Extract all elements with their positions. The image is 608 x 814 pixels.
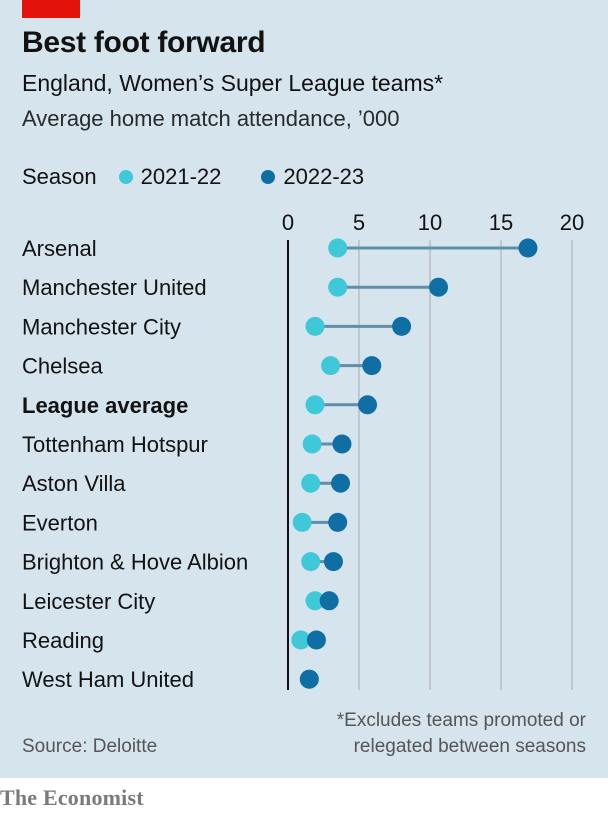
legend-title: Season	[22, 164, 97, 189]
dot-2022-23-manchester-united	[429, 277, 449, 297]
brand-red-tab	[22, 0, 80, 18]
dot-2022-23-reading	[306, 630, 326, 650]
x-tick-label-10: 10	[418, 210, 442, 235]
footnote-line-1: *Excludes teams promoted or	[336, 710, 586, 731]
x-tick-label-20: 20	[560, 210, 584, 235]
legend-label-2021-22: 2021-22	[140, 164, 222, 189]
row-label-manchester-city: Manchester City	[22, 314, 181, 339]
footnote-line-2: relegated between seasons	[353, 736, 586, 757]
row-label-league-average: League average	[22, 393, 188, 418]
row-label-everton: Everton	[22, 510, 98, 535]
dot-2022-23-everton	[328, 512, 348, 532]
legend: Season 2021-22 2022-23	[22, 162, 404, 192]
dot-2021-22-aston-villa	[301, 473, 321, 493]
row-label-manchester-united: Manchester United	[22, 275, 207, 300]
dot-2021-22-chelsea	[321, 356, 341, 376]
legend-item-2021-22: 2021-22	[118, 164, 222, 190]
source-note: Source: Deloitte	[22, 736, 158, 757]
x-tick-label-5: 5	[353, 210, 365, 235]
row-label-reading: Reading	[22, 628, 104, 653]
dot-2022-23-aston-villa	[331, 473, 351, 493]
x-tick-label-15: 15	[489, 210, 513, 235]
dot-2022-23-chelsea	[362, 356, 382, 376]
legend-dot-2021-22-icon	[118, 170, 133, 184]
dot-2021-22-brighton-hove-albion	[301, 552, 321, 572]
row-label-leicester-city: Leicester City	[22, 589, 155, 614]
dot-2022-23-league-average	[358, 395, 378, 415]
row-label-brighton-hove-albion: Brighton & Hove Albion	[22, 550, 248, 575]
footnote: *Excludes teams promoted or relegated be…	[337, 708, 586, 760]
row-label-aston-villa: Aston Villa	[22, 471, 126, 496]
dot-2021-22-leicester-city	[305, 591, 325, 611]
dot-2021-22-tottenham-hotspur	[302, 434, 322, 454]
dot-2022-23-west-ham-united	[299, 669, 319, 689]
dot-2021-22-reading	[291, 630, 311, 650]
dot-chart: 0 5 10 15 20 Arsenal Manchester United Manchest…	[22, 210, 584, 692]
chart-subtitle: England, Women’s Super League teams*	[22, 70, 444, 96]
chart-title: Best foot forward	[22, 26, 266, 59]
row-label-tottenham-hotspur: Tottenham Hotspur	[22, 432, 208, 457]
dot-2021-22-manchester-city	[305, 316, 325, 336]
legend-label-2022-23: 2022-23	[283, 164, 365, 189]
dot-2022-23-tottenham-hotspur	[332, 434, 352, 454]
dot-2021-22-arsenal	[328, 238, 348, 258]
chart-unit-label: Average home match attendance, ’000	[22, 106, 400, 131]
dot-2021-22-league-average	[305, 395, 325, 415]
x-tick-label-0: 0	[282, 210, 294, 235]
dot-2022-23-leicester-city	[319, 591, 339, 611]
brand-logo: The Economist	[0, 785, 144, 810]
dot-2022-23-arsenal	[518, 238, 538, 258]
dot-2021-22-manchester-united	[328, 277, 348, 297]
dot-2022-23-manchester-city	[392, 316, 412, 336]
legend-dot-2022-23-icon	[261, 170, 276, 184]
dot-2021-22-everton	[292, 512, 312, 532]
legend-item-2022-23: 2022-23	[261, 164, 364, 190]
row-label-arsenal: Arsenal	[22, 236, 97, 261]
dot-2022-23-brighton-hove-albion	[323, 552, 343, 572]
row-label-chelsea: Chelsea	[22, 354, 103, 379]
row-label-west-ham-united: West Ham United	[22, 667, 194, 692]
